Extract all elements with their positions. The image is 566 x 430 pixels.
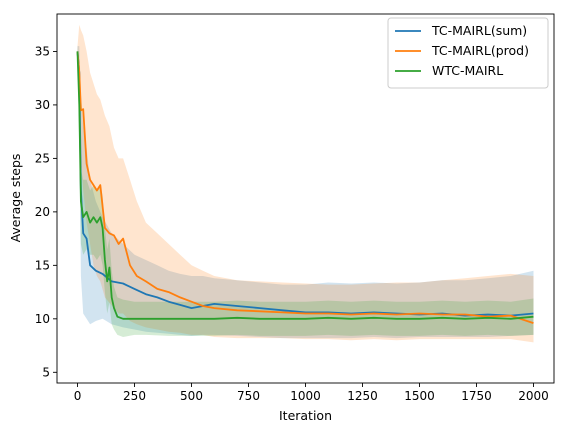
- x-tick-label: 1750: [461, 389, 492, 403]
- series-lines: [76, 51, 534, 324]
- y-axis-label: Average steps: [8, 154, 23, 243]
- band-wtc: [77, 46, 534, 337]
- x-axis-label: Iteration: [279, 408, 332, 423]
- legend-label-prod: TC-MAIRL(prod): [431, 43, 529, 58]
- y-tick-label: 10: [35, 312, 50, 326]
- confidence-bands: [77, 24, 534, 343]
- series-line-wtc: [76, 51, 534, 320]
- legend: TC-MAIRL(sum) TC-MAIRL(prod) WTC-MAIRL: [387, 17, 549, 89]
- x-tick-label: 500: [180, 389, 203, 403]
- y-tick-label: 25: [35, 151, 50, 165]
- x-tick-label: 750: [237, 389, 260, 403]
- legend-label-sum: TC-MAIRL(sum): [431, 23, 527, 38]
- legend-label-wtc: WTC-MAIRL: [432, 63, 503, 78]
- x-axis-ticks: 0 250 500 750 1000 1250 1500 1750 2000: [74, 383, 549, 403]
- x-tick-label: 250: [123, 389, 146, 403]
- x-tick-label: 1250: [347, 389, 378, 403]
- x-tick-label: 2000: [518, 389, 549, 403]
- y-axis-ticks: 5 10 15 20 25 30 35: [35, 44, 57, 379]
- x-tick-label: 1500: [404, 389, 435, 403]
- y-tick-label: 5: [42, 365, 50, 379]
- legend-box: [387, 17, 549, 89]
- x-tick-label: 0: [74, 389, 82, 403]
- y-tick-label: 20: [35, 205, 50, 219]
- band-prod: [77, 24, 534, 343]
- y-tick-label: 30: [35, 98, 50, 112]
- y-tick-label: 35: [35, 44, 50, 58]
- series-line-prod: [76, 51, 534, 324]
- x-tick-label: 1000: [290, 389, 321, 403]
- y-tick-label: 15: [35, 258, 50, 272]
- band-sum: [77, 46, 534, 339]
